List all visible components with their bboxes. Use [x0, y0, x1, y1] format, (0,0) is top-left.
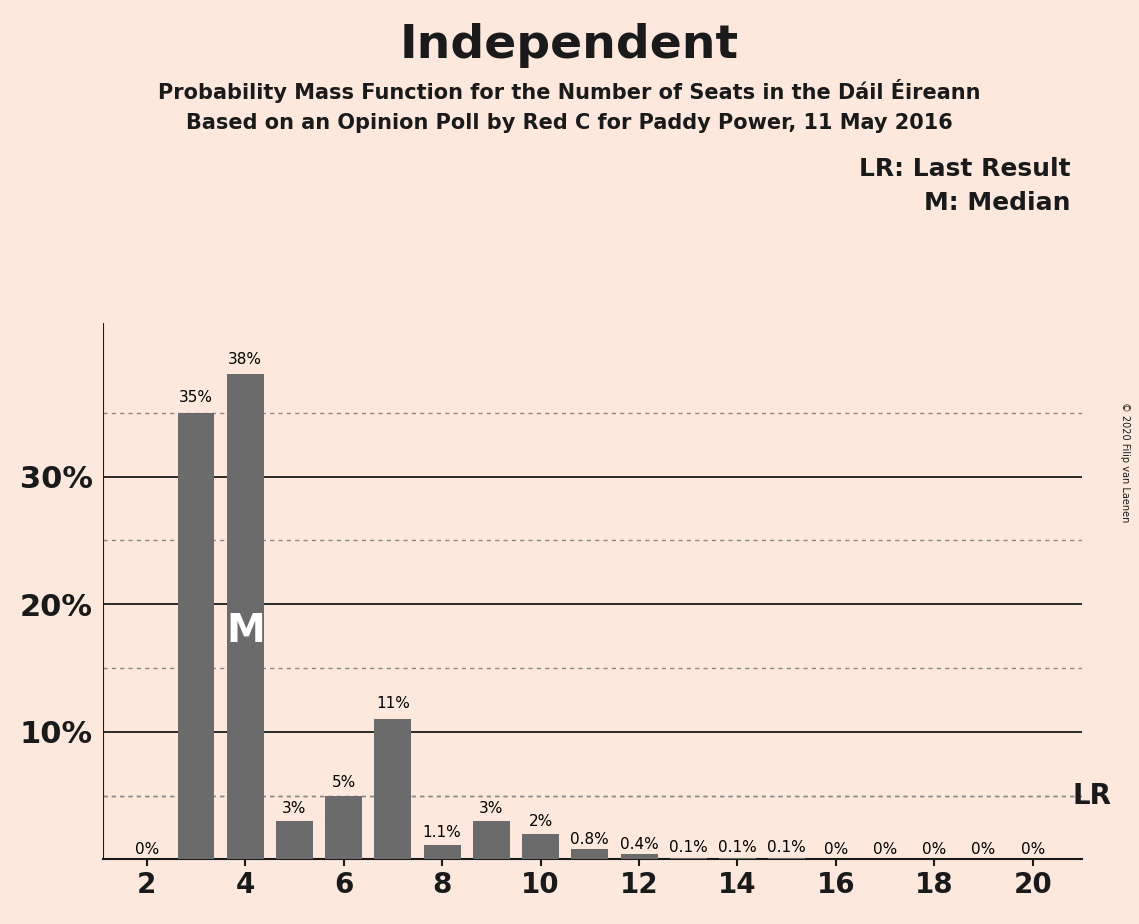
Text: M: Median: M: Median	[924, 191, 1071, 215]
Text: LR: Last Result: LR: Last Result	[859, 157, 1071, 181]
Text: LR: LR	[1072, 782, 1112, 809]
Text: 2%: 2%	[528, 814, 552, 829]
Bar	[719, 858, 756, 859]
Bar	[473, 821, 510, 859]
Text: 0%: 0%	[872, 842, 898, 857]
Text: Probability Mass Function for the Number of Seats in the Dáil Éireann: Probability Mass Function for the Number…	[158, 79, 981, 103]
Text: 0%: 0%	[972, 842, 995, 857]
Bar	[670, 858, 706, 859]
Text: 0.8%: 0.8%	[571, 832, 609, 846]
Bar	[621, 854, 657, 859]
Text: Based on an Opinion Poll by Red C for Paddy Power, 11 May 2016: Based on an Opinion Poll by Red C for Pa…	[186, 113, 953, 133]
Text: 11%: 11%	[376, 697, 410, 711]
Text: 0%: 0%	[134, 842, 159, 857]
Text: 0.1%: 0.1%	[669, 841, 707, 856]
Text: 3%: 3%	[282, 801, 306, 816]
Text: 0.1%: 0.1%	[718, 841, 756, 856]
Text: 5%: 5%	[331, 775, 355, 790]
Bar	[768, 858, 805, 859]
Text: © 2020 Filip van Laenen: © 2020 Filip van Laenen	[1121, 402, 1130, 522]
Bar	[276, 821, 313, 859]
Text: 0%: 0%	[923, 842, 947, 857]
Text: 3%: 3%	[480, 801, 503, 816]
Text: 0%: 0%	[823, 842, 849, 857]
Text: 0%: 0%	[1021, 842, 1044, 857]
Bar	[178, 413, 214, 859]
Text: Independent: Independent	[400, 23, 739, 68]
Text: 0.4%: 0.4%	[620, 836, 658, 852]
Bar	[375, 719, 411, 859]
Text: 1.1%: 1.1%	[423, 825, 461, 840]
Text: 0.1%: 0.1%	[768, 841, 806, 856]
Bar	[522, 833, 559, 859]
Bar	[424, 845, 460, 859]
Text: 38%: 38%	[228, 352, 262, 367]
Text: M: M	[226, 613, 264, 650]
Bar	[227, 374, 264, 859]
Text: 35%: 35%	[179, 390, 213, 405]
Bar	[572, 849, 608, 859]
Bar	[326, 796, 362, 859]
